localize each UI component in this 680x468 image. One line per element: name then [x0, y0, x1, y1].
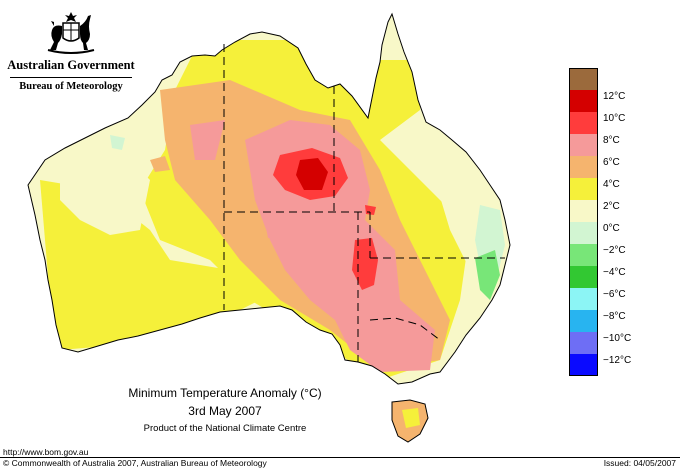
government-name: Australian Government [7, 58, 135, 72]
copyright-notice: © Commonwealth of Australia 2007, Austra… [3, 458, 267, 468]
legend-swatch [569, 310, 598, 332]
legend-label: 2°C [603, 201, 620, 212]
legend-swatch [569, 134, 598, 156]
australia-anomaly-map [27, 12, 511, 443]
map-title: Minimum Temperature Anomaly (°C) [128, 386, 322, 400]
bureau-name: Bureau of Meteorology [19, 81, 123, 92]
legend-label: −6°C [603, 289, 626, 300]
bureau-logo: Australian Government Bureau of Meteorol… [6, 10, 136, 92]
legend-label: 10°C [603, 113, 626, 124]
header-divider [10, 77, 132, 78]
legend-label: 8°C [603, 135, 620, 146]
mainland-coastline [27, 12, 511, 385]
legend-label: 0°C [603, 223, 620, 234]
product-credit: Product of the National Climate Centre [143, 423, 307, 434]
legend-label: 12°C [603, 91, 626, 102]
legend-swatch [569, 288, 598, 310]
legend-label: 6°C [603, 157, 620, 168]
legend-swatch [569, 354, 598, 376]
legend-swatch [569, 200, 598, 222]
legend-label: −4°C [603, 267, 626, 278]
bom-website-link[interactable]: http://www.bom.gov.au [3, 447, 89, 457]
legend-swatch [569, 222, 598, 244]
legend-swatch [569, 112, 598, 134]
legend-label: −2°C [603, 245, 626, 256]
tasmania-inner-zone [402, 408, 420, 428]
issued-date: Issued: 04/05/2007 [603, 458, 676, 468]
legend-swatch [569, 244, 598, 266]
legend-swatch [569, 178, 598, 200]
legend-label: −8°C [603, 311, 626, 322]
legend-swatch [569, 90, 598, 112]
state-borders [223, 44, 505, 362]
commonwealth-coat-of-arms-icon [47, 12, 95, 54]
map-date: 3rd May 2007 [188, 404, 262, 418]
legend-swatch [569, 266, 598, 288]
legend-swatch [569, 156, 598, 178]
footer-divider [0, 457, 680, 458]
map-caption: Minimum Temperature Anomaly (°C) 3rd May… [100, 386, 350, 434]
legend-label: 4°C [603, 179, 620, 190]
legend-swatch [569, 68, 598, 90]
legend-label: −12°C [603, 355, 632, 366]
legend-label: −10°C [603, 333, 632, 344]
legend-swatch [569, 332, 598, 354]
